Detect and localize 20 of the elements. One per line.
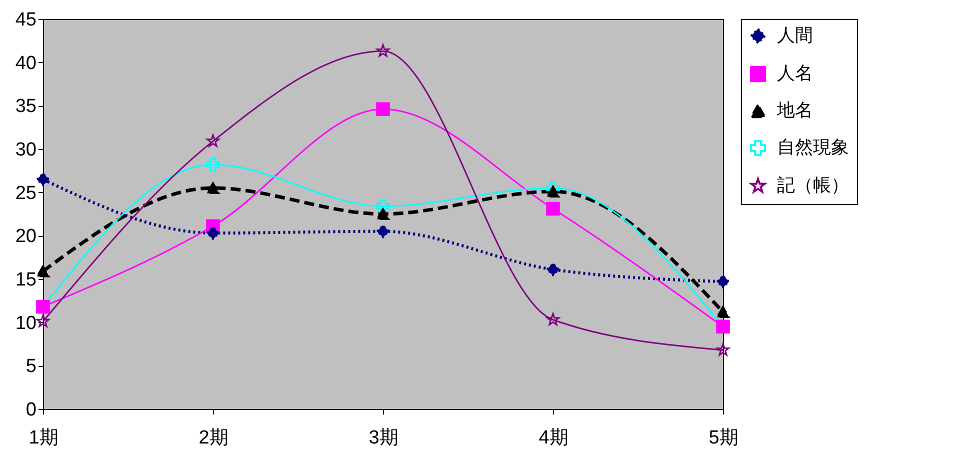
y-tick-label: 30 <box>15 140 36 160</box>
y-tick-label: 25 <box>15 182 36 204</box>
y-tick-label: 0 <box>26 400 36 420</box>
x-tick-label: 5期 <box>708 428 738 448</box>
legend-label: 地名 <box>776 100 813 120</box>
y-tick-label: 20 <box>15 226 36 248</box>
y-tick-label: 40 <box>15 52 36 74</box>
x-tick-label: 4期 <box>538 428 568 448</box>
y-tick-label: 10 <box>15 312 36 334</box>
x-tick-label: 2期 <box>198 428 228 448</box>
y-tick-label: 35 <box>15 96 36 118</box>
legend-label: 記（帳） <box>777 175 849 195</box>
legend-label: 人間 <box>777 25 813 45</box>
legend-label: 自然現象 <box>777 137 849 157</box>
y-tick-label: 45 <box>15 10 36 30</box>
y-tick-label: 5 <box>26 356 36 378</box>
x-tick-label: 1期 <box>28 428 58 448</box>
y-tick-label: 15 <box>15 270 36 290</box>
legend-label: 人名 <box>777 63 813 83</box>
x-tick-label: 3期 <box>368 428 398 448</box>
